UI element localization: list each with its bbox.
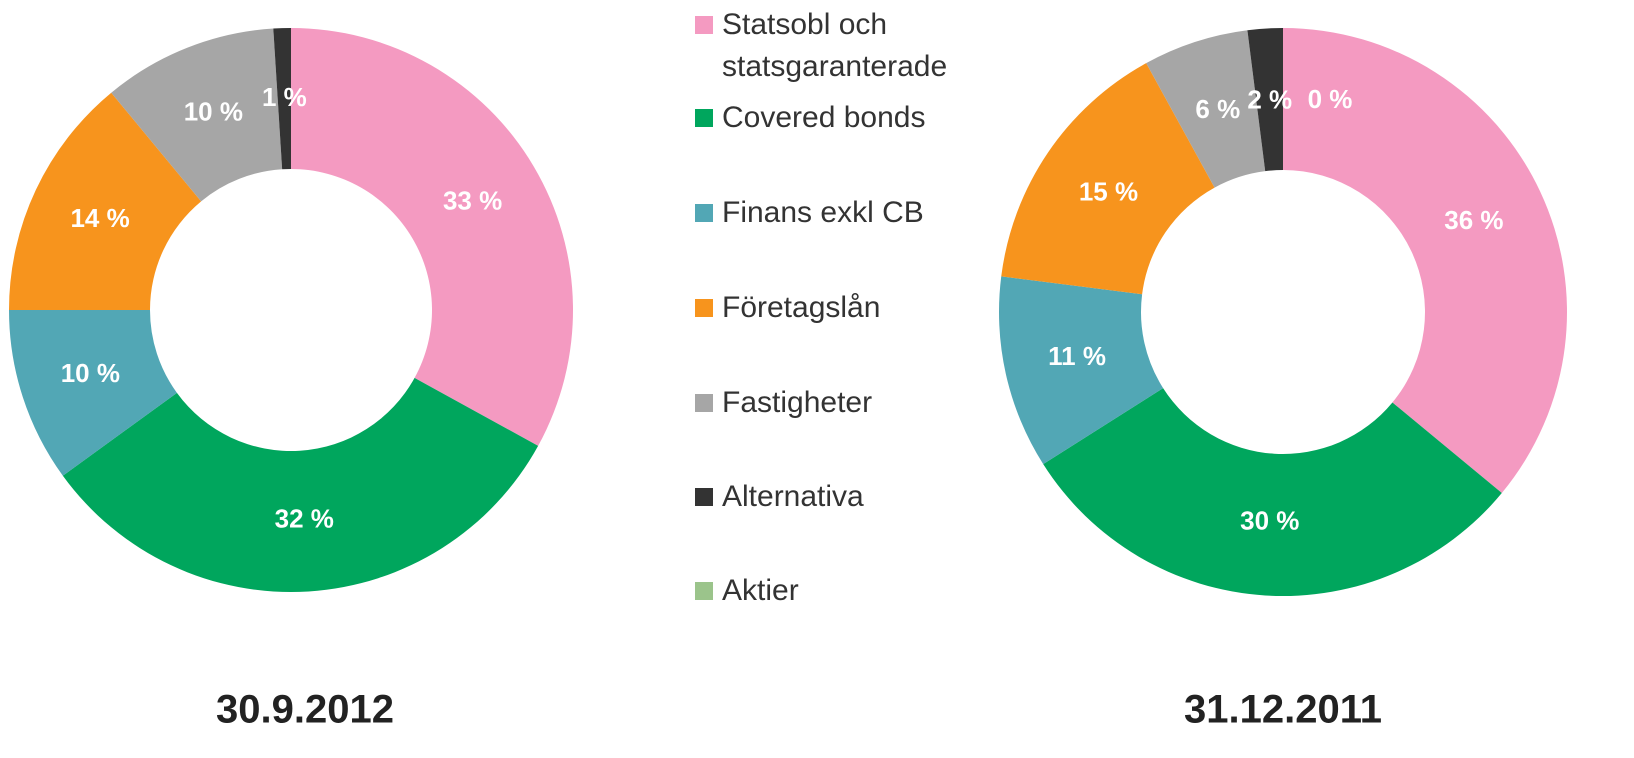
chart-title: 31.12.2011 xyxy=(1184,688,1382,732)
value-label: 6 % xyxy=(1195,94,1240,124)
legend-item: Finans exkl CB xyxy=(695,192,1015,234)
value-label: 11 % xyxy=(1048,341,1106,371)
value-label: 32 % xyxy=(275,503,334,533)
donut-slice xyxy=(9,310,177,476)
value-label: 2 % xyxy=(1247,84,1292,114)
legend-label: Fastigheter xyxy=(722,386,873,419)
value-label: 0 % xyxy=(1308,84,1353,114)
legend-swatch xyxy=(695,299,713,317)
chart-title: 30.9.2012 xyxy=(216,688,394,732)
value-label: 1 % xyxy=(262,82,307,112)
value-label: 33 % xyxy=(443,185,502,215)
value-label: 30 % xyxy=(1240,505,1299,535)
legend-swatch xyxy=(695,204,713,222)
donut-slice xyxy=(273,28,291,170)
legend-label: Covered bonds xyxy=(722,101,926,134)
legend-item: Fastigheter xyxy=(695,382,1015,424)
donut-slice xyxy=(62,377,539,592)
legend-swatch xyxy=(695,394,713,412)
donut-slice xyxy=(1247,28,1283,172)
legend-item: Aktier xyxy=(695,570,1015,612)
legend-label: Företagslån xyxy=(722,291,881,324)
donut-slice xyxy=(1146,30,1266,188)
donut-slice xyxy=(1001,63,1215,295)
legend-label: Statsobl och statsgaranterade xyxy=(722,8,948,83)
value-label: 10 % xyxy=(61,358,120,388)
legend-label: Aktier xyxy=(722,574,799,607)
legend-item: Covered bonds xyxy=(695,97,1015,139)
donut-slice xyxy=(111,28,283,202)
legend-swatch xyxy=(695,582,713,600)
legend-swatch xyxy=(695,16,713,34)
value-label: 15 % xyxy=(1079,176,1138,206)
value-label: 14 % xyxy=(70,203,129,233)
legend-item: Företagslån xyxy=(695,287,1015,329)
legend-label: Alternativa xyxy=(722,480,864,513)
legend-item: Statsobl och statsgaranterade xyxy=(695,4,1015,88)
donut-slice xyxy=(1043,388,1502,597)
legend-swatch xyxy=(695,109,713,127)
legend-item: Alternativa xyxy=(695,476,1015,518)
donut-slice xyxy=(9,92,202,310)
value-label: 10 % xyxy=(184,97,243,127)
legend-label: Finans exkl CB xyxy=(722,196,924,229)
legend-swatch xyxy=(695,488,713,506)
donut-slice xyxy=(291,28,573,446)
value-label: 36 % xyxy=(1444,205,1503,235)
donut-slice xyxy=(999,276,1164,465)
donut-slice xyxy=(1283,28,1567,494)
